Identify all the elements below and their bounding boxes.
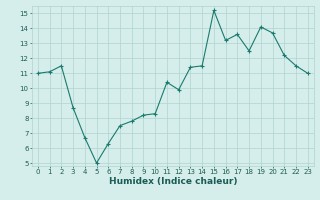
X-axis label: Humidex (Indice chaleur): Humidex (Indice chaleur) [108,177,237,186]
